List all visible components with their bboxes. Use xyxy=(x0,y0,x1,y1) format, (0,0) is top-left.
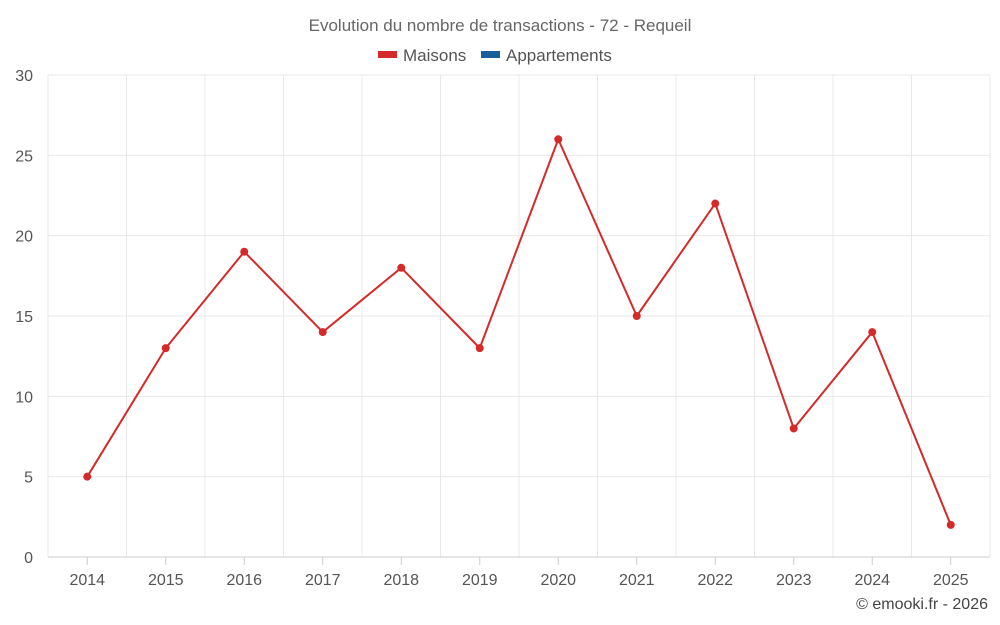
data-point-maisons[interactable] xyxy=(397,263,406,272)
series-maisons xyxy=(83,135,955,529)
axes xyxy=(48,556,990,565)
data-point-maisons[interactable] xyxy=(868,328,877,337)
x-tick-label: 2019 xyxy=(462,572,498,589)
x-tick-label: 2018 xyxy=(383,572,419,589)
legend-label-appartements: Appartements xyxy=(506,46,612,65)
y-tick-label: 5 xyxy=(24,470,33,487)
x-tick-label: 2017 xyxy=(305,572,341,589)
x-tick-label: 2023 xyxy=(776,572,812,589)
data-point-maisons[interactable] xyxy=(83,472,92,481)
data-point-maisons[interactable] xyxy=(161,344,170,353)
x-tick-label: 2016 xyxy=(226,572,262,589)
data-point-maisons[interactable] xyxy=(946,520,955,529)
y-axis-ticks: 0 5 10 15 20 25 30 xyxy=(15,68,33,567)
data-point-maisons[interactable] xyxy=(554,135,563,144)
chart-title: Evolution du nombre de transactions - 72… xyxy=(309,16,692,35)
y-tick-label: 20 xyxy=(15,229,33,246)
credit-text: © emooki.fr - 2026 xyxy=(856,596,988,613)
data-point-maisons[interactable] xyxy=(240,247,249,256)
x-axis-ticks: 2014 2015 2016 2017 2018 2019 2020 2021 2022 2023… xyxy=(69,572,968,589)
x-tick-label: 2021 xyxy=(619,572,655,589)
legend-item-appartements[interactable]: Appartements xyxy=(481,46,612,65)
y-tick-label: 25 xyxy=(15,148,33,165)
data-point-maisons[interactable] xyxy=(711,199,720,208)
x-tick-label: 2025 xyxy=(933,572,969,589)
legend-swatch-maisons xyxy=(378,51,397,58)
x-tick-label: 2020 xyxy=(540,572,576,589)
x-tick-label: 2024 xyxy=(854,572,890,589)
y-tick-label: 15 xyxy=(15,309,33,326)
data-point-maisons[interactable] xyxy=(318,328,327,337)
series-line-maisons xyxy=(86,138,952,526)
x-tick-label: 2022 xyxy=(697,572,733,589)
y-tick-label: 30 xyxy=(15,68,33,85)
data-point-maisons[interactable] xyxy=(789,424,798,433)
y-tick-label: 10 xyxy=(15,389,33,406)
legend: Maisons Appartements xyxy=(378,46,612,65)
legend-item-maisons[interactable]: Maisons xyxy=(378,46,466,65)
data-point-maisons[interactable] xyxy=(632,312,641,320)
x-tick-label: 2015 xyxy=(148,572,184,589)
y-tick-label: 0 xyxy=(24,550,33,567)
legend-swatch-appartements xyxy=(481,51,500,58)
legend-label-maisons: Maisons xyxy=(403,46,466,65)
gridlines xyxy=(47,74,991,557)
x-tick-label: 2014 xyxy=(69,572,105,589)
data-point-maisons[interactable] xyxy=(475,344,484,353)
